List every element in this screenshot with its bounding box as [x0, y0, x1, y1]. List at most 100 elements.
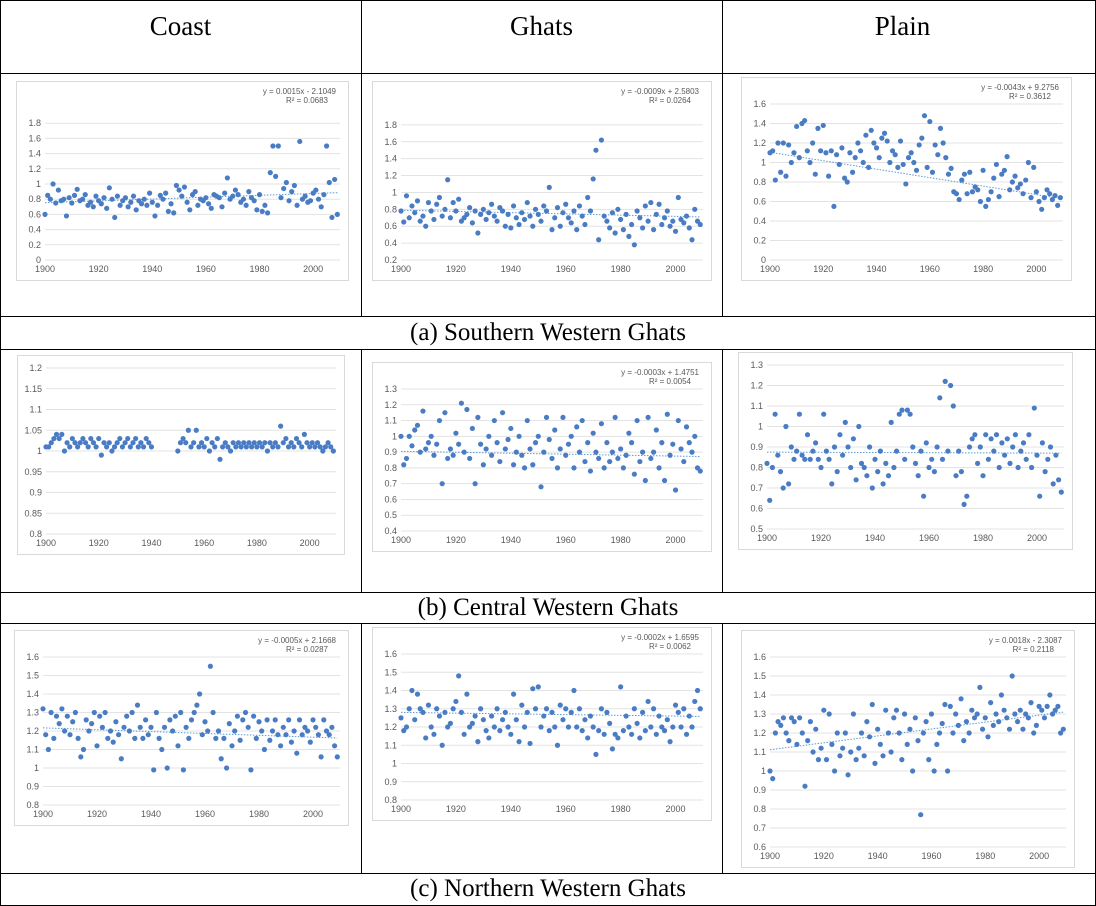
- data-point: [439, 213, 445, 219]
- data-point: [948, 382, 954, 389]
- data-point: [950, 403, 956, 409]
- data-point: [184, 199, 190, 205]
- data-point: [872, 760, 878, 766]
- x-tick-label: 1900: [760, 264, 780, 274]
- column-header-plain: Plain: [874, 11, 931, 41]
- data-point: [320, 448, 326, 454]
- data-point: [330, 448, 336, 454]
- data-point: [541, 713, 547, 719]
- data-point: [409, 203, 415, 209]
- data-point: [853, 477, 859, 483]
- data-point: [121, 724, 127, 730]
- data-point: [1031, 164, 1037, 170]
- data-point: [398, 715, 404, 721]
- data-point: [254, 444, 260, 450]
- data-point: [107, 728, 114, 734]
- data-point: [1031, 405, 1037, 411]
- data-point: [888, 419, 894, 425]
- data-point: [645, 698, 651, 705]
- data-point: [67, 732, 73, 738]
- data-point: [203, 195, 209, 201]
- data-point: [607, 225, 613, 231]
- data-point: [876, 155, 882, 161]
- data-point: [61, 196, 67, 202]
- data-point: [125, 435, 131, 442]
- data-point: [1018, 448, 1024, 454]
- data-point: [175, 743, 181, 749]
- data-point: [1028, 195, 1034, 201]
- data-point: [251, 198, 257, 204]
- data-point: [554, 205, 561, 211]
- data-point: [420, 213, 426, 219]
- data-point: [248, 767, 254, 773]
- data-point: [254, 207, 260, 213]
- scatter-plot: 0.8 0.9 1 1.1 1.2 1.3 1.4 1.5 1.6 1900 1920 1940 196…: [384, 633, 703, 814]
- data-point: [866, 734, 873, 740]
- x-tick-label: 1900: [391, 264, 411, 274]
- y-tick-label: 1.2: [753, 728, 766, 738]
- data-point: [985, 456, 991, 462]
- data-point: [486, 735, 492, 741]
- y-tick-label: 1.2: [384, 400, 397, 410]
- data-point: [181, 184, 188, 190]
- data-point: [469, 425, 475, 432]
- data-point: [483, 216, 489, 223]
- data-point: [151, 767, 157, 773]
- y-tick-label: 0.4: [753, 216, 766, 226]
- data-point: [127, 444, 133, 450]
- data-point: [560, 210, 566, 216]
- data-point: [436, 417, 443, 424]
- x-tick-label: 1940: [867, 264, 887, 274]
- data-point: [434, 201, 440, 207]
- data-point: [209, 440, 215, 446]
- data-point: [197, 691, 203, 697]
- data-point: [125, 204, 131, 210]
- data-point: [513, 449, 519, 455]
- data-point: [296, 717, 303, 723]
- data-point: [425, 440, 432, 446]
- data-point: [1020, 440, 1027, 446]
- data-point: [269, 728, 276, 734]
- data-point: [491, 724, 497, 730]
- data-point: [143, 717, 149, 723]
- data-point: [227, 448, 234, 454]
- data-point: [259, 208, 265, 214]
- data-point: [831, 444, 838, 450]
- data-point: [689, 724, 695, 730]
- data-point: [821, 411, 827, 417]
- data-point: [513, 215, 519, 221]
- data-point: [928, 711, 935, 717]
- data-point: [530, 462, 536, 468]
- data-point: [155, 202, 161, 208]
- data-point: [256, 719, 262, 725]
- data-point: [491, 417, 497, 424]
- data-point: [601, 731, 607, 737]
- scatter-plot: 0.6 0.7 0.8 0.9 1 1.1 1.2 1.3 1.4 1.5 1.6 1900 1920 1…: [753, 636, 1066, 861]
- trendline: [42, 727, 338, 739]
- scatter-plot: 0.8 0.9 1 1.1 1.2 1.3 1.4 1.5 1.6 1900 1920 1940 196…: [26, 636, 340, 819]
- data-point: [535, 211, 541, 217]
- x-tick-label: 1940: [868, 851, 888, 861]
- chart-northern-plain: 0.6 0.7 0.8 0.9 1 1.1 1.2 1.3 1.4 1.5 1.6 1900 1920 1…: [741, 630, 1075, 868]
- data-point: [317, 444, 323, 450]
- data-point: [494, 440, 500, 446]
- data-point: [145, 732, 151, 738]
- data-point: [532, 440, 539, 446]
- data-point: [872, 456, 878, 462]
- data-point: [1045, 456, 1051, 462]
- y-tick-label: 0.8: [384, 204, 397, 214]
- data-point: [285, 444, 292, 450]
- data-point: [637, 215, 643, 221]
- data-point: [175, 448, 181, 454]
- data-point: [156, 735, 162, 741]
- y-tick-label: 1.2: [29, 363, 42, 373]
- data-point: [1047, 692, 1053, 698]
- data-point: [272, 440, 278, 446]
- y-tick-label: 1.1: [384, 740, 397, 750]
- data-point: [919, 135, 925, 141]
- data-point: [1015, 185, 1021, 191]
- data-point: [860, 159, 866, 166]
- y-tick-label: 1.1: [26, 745, 39, 755]
- data-point: [215, 728, 222, 734]
- data-point: [149, 199, 155, 205]
